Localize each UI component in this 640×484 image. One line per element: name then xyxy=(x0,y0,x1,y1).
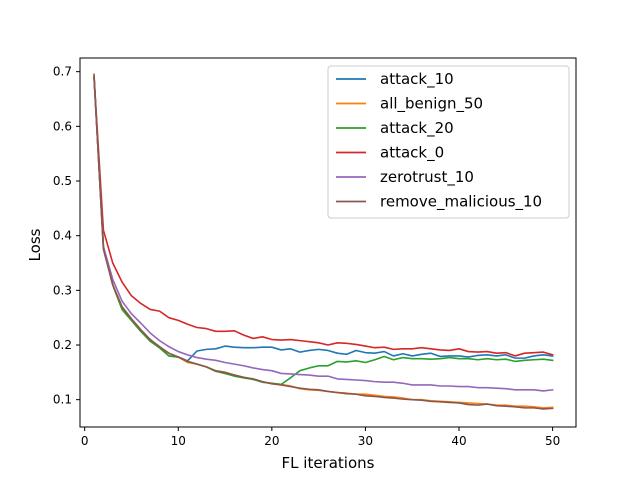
axes-layer: 0 10 20 30 40 50 0.1 0.2 0.3 0.4 0.5 0.6 0.7 xyxy=(53,57,577,448)
y-tick-label: 0.5 xyxy=(53,174,72,188)
plot-frame xyxy=(79,57,577,428)
legend-label-zerotrust-10: zerotrust_10 xyxy=(380,168,474,187)
legend-label-attack-20: attack_20 xyxy=(380,119,454,138)
series-line-attack-20 xyxy=(93,76,554,386)
x-axis-label: FL iterations xyxy=(282,454,375,472)
x-tick-label: 50 xyxy=(545,434,560,448)
legend-label-remove-malicious-10: remove_malicious_10 xyxy=(380,193,542,212)
x-tick-label: 20 xyxy=(264,434,279,448)
series-line-remove-malicious-10 xyxy=(93,73,554,410)
x-tick-label: 30 xyxy=(358,434,373,448)
y-tick-label: 0.2 xyxy=(53,338,72,352)
legend-label-all-benign-50: all_benign_50 xyxy=(380,95,483,114)
y-tick-label: 0.4 xyxy=(53,229,72,243)
legend: attack_10 all_benign_50 attack_20 attack_0z… xyxy=(327,65,570,219)
x-tick-label: 40 xyxy=(451,434,466,448)
y-axis-label: Loss xyxy=(26,228,44,261)
y-tick-label: 0.6 xyxy=(53,119,72,133)
y-tick-label: 0.3 xyxy=(53,283,72,297)
y-tick-label: 0.1 xyxy=(53,393,72,407)
series-line-zerotrust-10 xyxy=(93,76,554,392)
legend-label-attack-0: attack_0 xyxy=(380,144,444,163)
legend-label-attack-10: attack_10 xyxy=(380,70,454,89)
x-tick-label: 10 xyxy=(171,434,186,448)
y-tick-label: 0.7 xyxy=(53,65,72,79)
series-line-attack-0 xyxy=(93,76,554,357)
x-tick-label: 0 xyxy=(81,434,89,448)
series-layer xyxy=(93,73,554,410)
legend-box xyxy=(327,65,570,219)
